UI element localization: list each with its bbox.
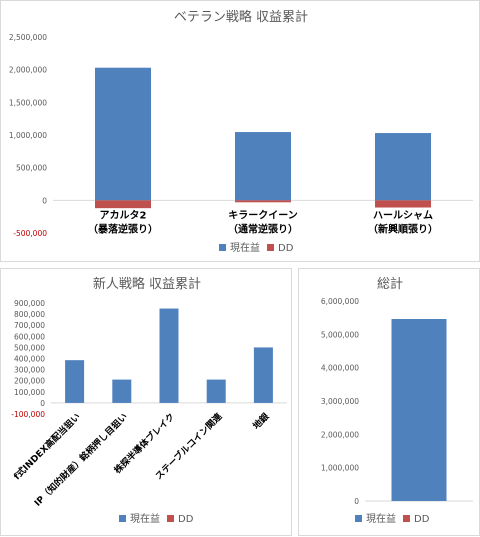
chart-total-svg: 総計 0 1,000,000 2,000,000 3,000,000 4,000,000…	[321, 276, 473, 525]
bar-current-profit	[159, 308, 179, 403]
y-tick-label: 2,500,000	[9, 33, 47, 42]
y-tick-label: 200,000	[14, 377, 45, 386]
legend-label-dd: DD	[278, 243, 294, 254]
y-tick-label: 300,000	[14, 366, 45, 375]
y-tick-label: 4,000,000	[321, 364, 359, 373]
category-label: （暴落逆張り）	[88, 222, 158, 235]
bar-current-profit	[253, 347, 273, 403]
bar-dd	[375, 200, 431, 208]
y-tick-label: 900,000	[14, 299, 45, 308]
y-tick-label: 800,000	[14, 310, 45, 319]
y-tick-label: 600,000	[14, 332, 45, 341]
chart-panel-total: 総計 0 1,000,000 2,000,000 3,000,000 4,000,000…	[298, 268, 480, 536]
y-tick-label: 1,000,000	[9, 131, 47, 140]
category-label: アカルタ2	[100, 209, 147, 221]
chart-title: 総計	[377, 276, 403, 292]
bar-dd	[235, 200, 291, 203]
legend-label-current: 現在益	[130, 512, 160, 525]
chart-title: ベテラン戦略 収益累計	[174, 9, 308, 25]
chart-newcomer-svg: 新人戦略 収益累計 -100,000 0 100,000 200,000 300,000…	[11, 276, 287, 525]
legend-label-dd: DD	[178, 514, 194, 525]
legend-swatch-current	[219, 244, 226, 251]
y-tick-label: -500,000	[13, 229, 47, 238]
chart-veteran-svg: ベテラン戦略 収益累計 -500,000 0 500,000 1,000,000 1,5…	[9, 9, 473, 254]
y-tick-label: 0	[354, 497, 359, 506]
y-tick-label: 6,000,000	[321, 297, 359, 306]
y-tick-label: -100,000	[11, 410, 45, 419]
legend-swatch-dd	[267, 244, 274, 251]
bar-dd	[95, 200, 151, 209]
legend-swatch-current	[355, 515, 362, 522]
legend-label-current: 現在益	[366, 512, 396, 525]
chart-title: 新人戦略 収益累計	[93, 276, 201, 292]
chart-panel-veteran: ベテラン戦略 収益累計 -500,000 0 500,000 1,000,000 1,5…	[0, 0, 480, 262]
legend-swatch-dd	[403, 515, 410, 522]
category-label: IP（知的財産）銘柄押し目狙い	[32, 411, 130, 509]
y-tick-label: 3,000,000	[321, 397, 359, 406]
bar-current-profit	[112, 379, 132, 403]
y-tick-label: 500,000	[14, 343, 45, 352]
category-label: 地銀	[250, 411, 271, 432]
category-label: ハールシャム	[373, 209, 433, 221]
legend-swatch-current	[119, 515, 126, 522]
y-tick-label: 2,000,000	[321, 430, 359, 439]
legend-label-dd: DD	[414, 514, 430, 525]
y-tick-label: 1,000,000	[321, 464, 359, 473]
category-label: （新興順張り）	[368, 222, 438, 235]
bar-current-profit	[375, 133, 431, 201]
y-tick-label: 5,000,000	[321, 330, 359, 339]
category-label: キラークイーン	[228, 209, 298, 221]
y-tick-label: 500,000	[16, 164, 47, 173]
legend-label-current: 現在益	[230, 241, 260, 254]
y-tick-label: 100,000	[14, 388, 45, 397]
bar-current-profit	[95, 67, 151, 201]
y-tick-label: 0	[40, 399, 45, 408]
category-label: （通常逆張り）	[228, 222, 298, 235]
y-tick-label: 400,000	[14, 355, 45, 364]
y-tick-label: 2,000,000	[9, 66, 47, 75]
chart-panel-newcomer: 新人戦略 収益累計 -100,000 0 100,000 200,000 300,000…	[0, 268, 292, 536]
y-tick-label: 1,500,000	[9, 98, 47, 107]
bar-current-profit	[235, 132, 291, 201]
y-tick-label: 0	[42, 196, 47, 205]
bar-current-profit	[206, 379, 226, 403]
legend-swatch-dd	[167, 515, 174, 522]
bar-current-profit	[391, 319, 447, 501]
bar-current-profit	[65, 360, 85, 403]
y-tick-label: 700,000	[14, 321, 45, 330]
